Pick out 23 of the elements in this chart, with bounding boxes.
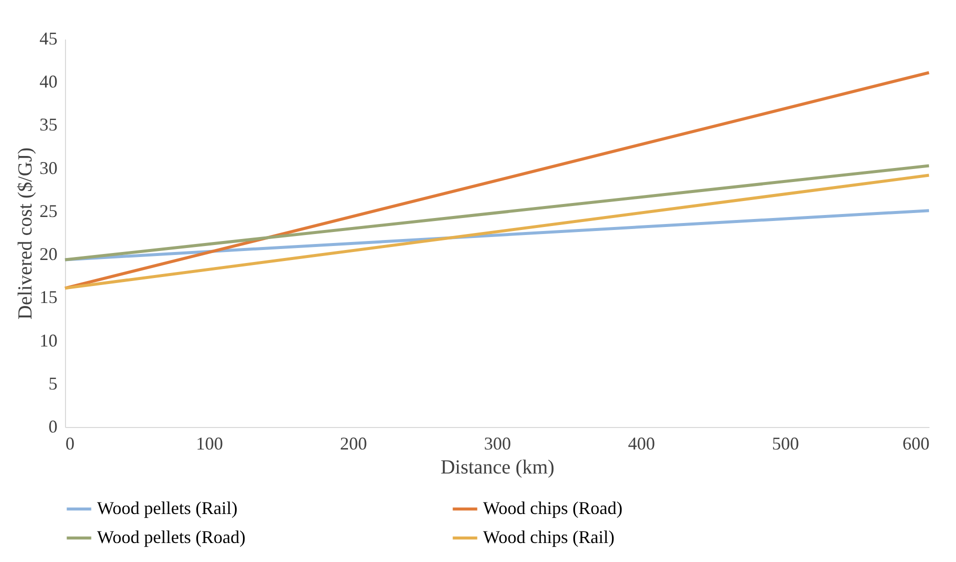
y-tick-label: 0 bbox=[48, 416, 58, 436]
y-tick-label: 15 bbox=[40, 287, 58, 308]
x-tick-label: 0 bbox=[66, 434, 74, 454]
y-tick-label: 40 bbox=[40, 72, 58, 92]
x-tick-label: 600 bbox=[902, 434, 930, 454]
legend-label: Wood chips (Road) bbox=[483, 498, 623, 518]
legend-label: Wood pellets (Road) bbox=[97, 527, 246, 547]
y-tick-label: 20 bbox=[40, 244, 58, 264]
x-tick-label: 300 bbox=[484, 434, 511, 454]
x-tick-label: 400 bbox=[628, 434, 655, 454]
x-tick-label: 500 bbox=[772, 434, 799, 454]
x-tick-label: 200 bbox=[340, 434, 367, 454]
y-tick-label: 25 bbox=[40, 200, 58, 221]
y-tick-label: 10 bbox=[40, 330, 58, 350]
y-tick-label: 45 bbox=[40, 28, 58, 48]
y-tick-label: 30 bbox=[40, 158, 58, 178]
legend-label: Wood pellets (Rail) bbox=[97, 498, 238, 518]
x-tick-label: 100 bbox=[196, 434, 223, 454]
x-axis-title: Distance (km) bbox=[440, 456, 554, 478]
legend-label: Wood chips (Rail) bbox=[483, 527, 615, 547]
y-tick-label: 35 bbox=[40, 114, 58, 135]
y-axis-title: Delivered cost ($/GJ) bbox=[14, 147, 36, 320]
y-tick-label: 5 bbox=[48, 373, 58, 394]
